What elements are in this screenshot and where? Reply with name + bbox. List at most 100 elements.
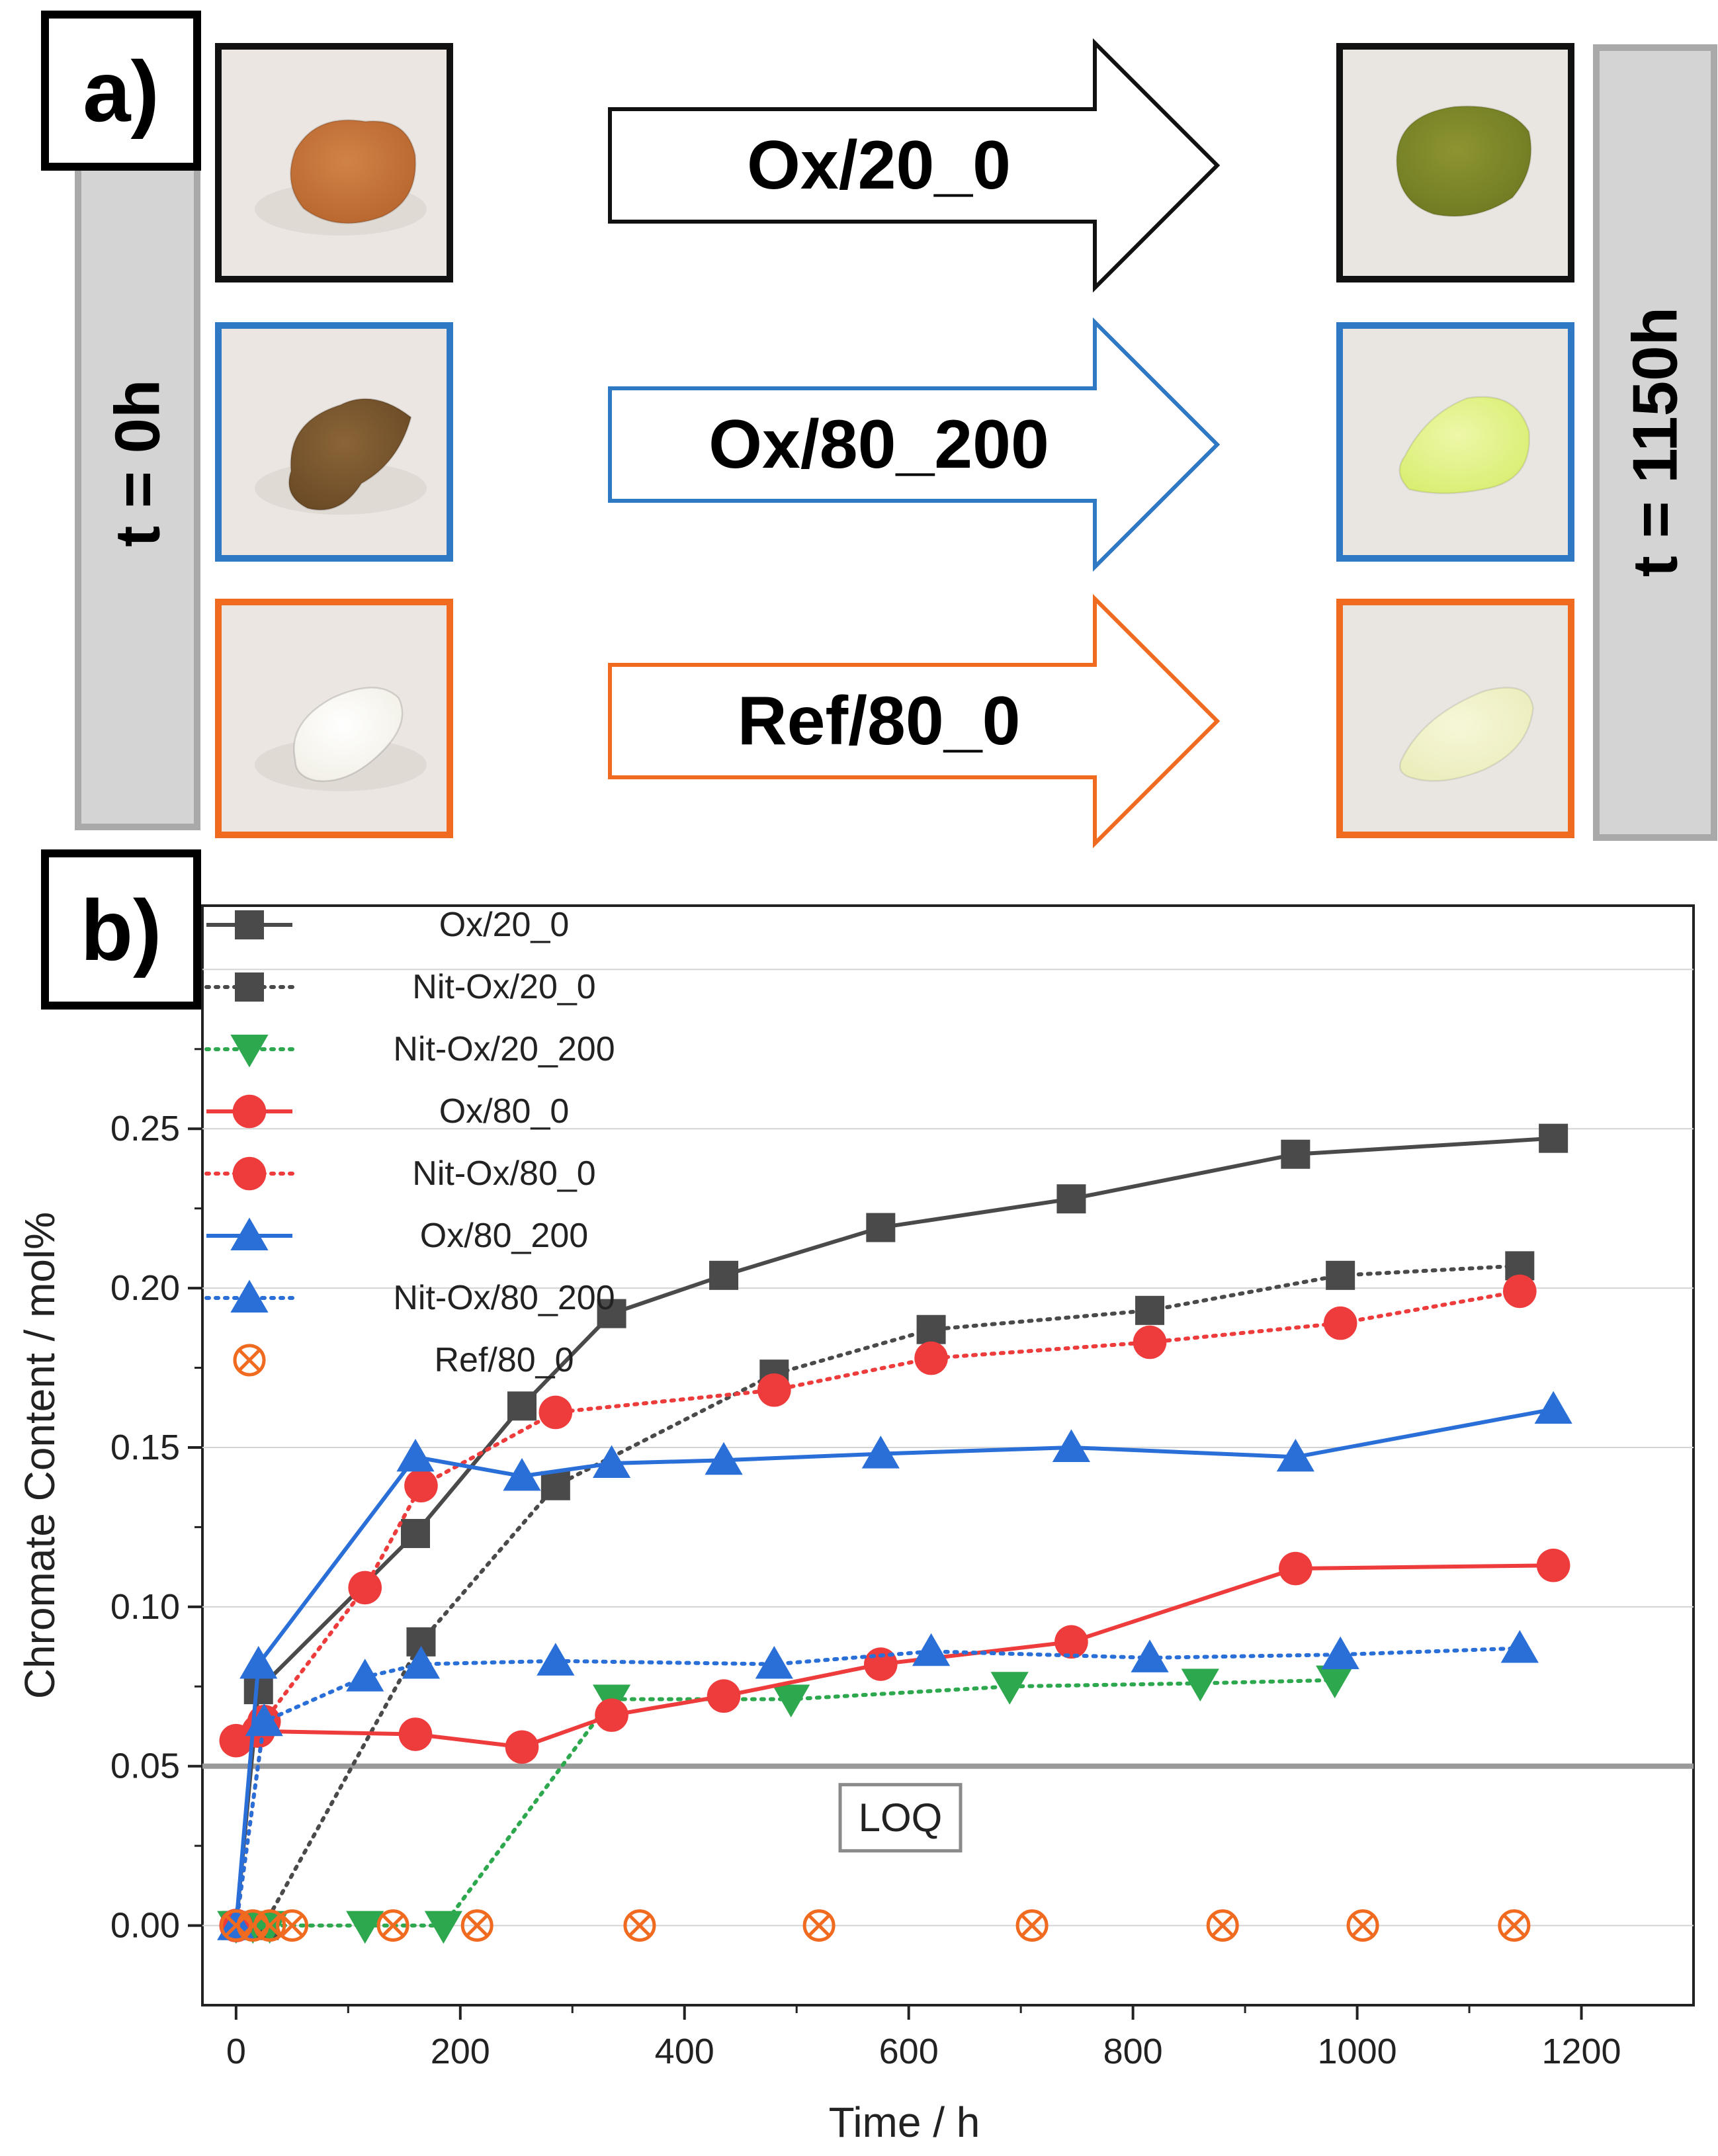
panel-a-label: a) — [83, 43, 159, 140]
data-point-ox-20-0 — [1056, 1184, 1086, 1214]
series-ox-20-0 — [221, 1123, 1568, 1940]
data-point-nit-ox-80-200 — [537, 1643, 575, 1676]
legend-label: Ox/20_0 — [439, 906, 570, 944]
data-point-ref-80-0 — [253, 1909, 286, 1942]
panel-b: LOQ 0.000.050.100.150.200.250.3002004006… — [16, 849, 1695, 2146]
legend-label: Ox/80_0 — [439, 1092, 570, 1131]
data-point-nit-ox-80-200 — [245, 1703, 283, 1737]
after-sample — [1395, 105, 1532, 218]
data-point-ref-80-0 — [1206, 1909, 1239, 1942]
x-tick-label: 0 — [226, 2032, 246, 2071]
arrow-label-ox-80-200: Ox/80_200 — [709, 406, 1049, 483]
data-point-nit-ox-80-200 — [755, 1646, 793, 1679]
y-tick-label: 0.05 — [110, 1746, 180, 1786]
legend-marker — [232, 1094, 267, 1129]
legend-entry-ox-20-0: Ox/20_0 — [206, 906, 569, 944]
loq-label-box — [838, 1783, 963, 1853]
data-point-ox-80-0 — [707, 1679, 741, 1713]
series-line-nit-ox-20-0 — [234, 1264, 1522, 1928]
legend-entry-nit-ox-20-200: Nit-Ox/20_200 — [204, 1030, 615, 1068]
data-point-nit-ox-80-200 — [1131, 1639, 1169, 1672]
series-ref-80-0 — [220, 1909, 1531, 1942]
data-point-ox-20-0 — [1539, 1123, 1568, 1153]
right-time-label: t = 1150h — [1620, 307, 1691, 577]
before-sample — [293, 687, 404, 782]
panel-b-label: b) — [81, 882, 162, 978]
x-tick-label: 400 — [655, 2032, 714, 2071]
series-nit-ox-80-0 — [219, 1274, 1537, 1942]
data-point-ox-80-0 — [1054, 1625, 1088, 1659]
legend-marker — [230, 1035, 269, 1068]
data-point-nit-ox-80-0 — [404, 1469, 438, 1503]
data-point-nit-ox-80-200 — [402, 1646, 441, 1679]
panel-a-label-box — [41, 11, 201, 171]
arrow-label-ox-20-0: Ox/20_0 — [747, 127, 1011, 204]
data-point-nit-ox-20-0 — [916, 1315, 946, 1344]
sample-row-ref-80-0: Ref/80_0 — [215, 593, 1574, 849]
data-point-nit-ox-80-0 — [757, 1373, 791, 1407]
data-point-nit-ox-80-0 — [914, 1341, 948, 1375]
x-tick-label: 200 — [431, 2032, 490, 2071]
legend-entry-nit-ox-20-0: Nit-Ox/20_0 — [204, 968, 596, 1006]
data-point-nit-ox-80-0 — [1133, 1325, 1167, 1359]
data-point-ox-80-200 — [861, 1436, 900, 1469]
x-tick-label: 1200 — [1541, 2032, 1621, 2071]
series-nit-ox-80-200 — [217, 1629, 1539, 1940]
data-point-nit-ox-20-200 — [346, 1911, 384, 1944]
data-point-ox-80-200 — [1052, 1429, 1091, 1462]
data-point-ox-80-0 — [398, 1717, 433, 1751]
data-point-ox-80-200 — [503, 1457, 541, 1491]
after-sample — [1398, 396, 1530, 494]
legend-marker — [230, 1279, 269, 1313]
y-tick-label: 0.20 — [110, 1268, 180, 1308]
process-arrow-ox-80-200 — [608, 317, 1221, 572]
panel-a: t = 0h a) t = 1150h Ox/20_0 Ox/80_200 Ref/… — [41, 11, 1717, 849]
series-line-nit-ox-80-200 — [234, 1646, 1522, 1928]
data-point-ox-80-200 — [396, 1438, 435, 1472]
series-ox-80-0 — [219, 1548, 1570, 1764]
legend-entry-ox-80-0: Ox/80_0 — [206, 1092, 569, 1131]
data-point-nit-ox-80-200 — [346, 1659, 384, 1692]
data-point-nit-ox-80-0 — [538, 1395, 573, 1430]
data-point-ref-80-0 — [276, 1909, 309, 1942]
series-line-nit-ox-20-200 — [234, 1678, 1337, 1928]
x-tick-label: 800 — [1103, 2032, 1163, 2071]
legend-entry-nit-ox-80-0: Nit-Ox/80_0 — [204, 1154, 596, 1193]
series-line-ox-80-0 — [235, 1563, 1554, 1749]
data-point-ox-80-0 — [505, 1730, 539, 1764]
data-point-ox-80-0 — [864, 1647, 898, 1681]
y-axis-title: Chromate Content / mol% — [16, 1212, 64, 1699]
data-point-nit-ox-20-0 — [1135, 1295, 1165, 1325]
left-time-bar — [75, 96, 200, 830]
data-point-nit-ox-20-200 — [772, 1684, 810, 1718]
data-point-ref-80-0 — [802, 1909, 836, 1942]
after-sample — [1399, 687, 1534, 782]
data-point-ox-80-200 — [1276, 1438, 1314, 1472]
data-point-ref-80-0 — [1346, 1909, 1379, 1942]
data-point-ox-20-0 — [709, 1260, 739, 1290]
legend-label: Ox/80_200 — [420, 1217, 588, 1255]
data-point-ox-20-0 — [1281, 1139, 1310, 1169]
right-time-bar — [1593, 44, 1717, 841]
series-line-ox-20-0 — [234, 1136, 1554, 1926]
x-tick-label: 1000 — [1318, 2032, 1397, 2071]
data-point-nit-ox-20-0 — [540, 1471, 570, 1500]
legend-label: Nit-Ox/20_0 — [412, 968, 595, 1006]
panel-b-label-box — [41, 849, 201, 1010]
before-sample — [290, 119, 417, 224]
x-tick-label: 600 — [879, 2032, 939, 2071]
data-point-nit-ox-20-200 — [1316, 1665, 1354, 1699]
process-arrow-ref-80-0 — [608, 593, 1221, 849]
data-point-ref-80-0 — [623, 1909, 656, 1942]
loq-label: LOQ — [859, 1795, 943, 1840]
data-point-ox-80-0 — [595, 1698, 628, 1732]
series-line-ox-80-200 — [234, 1407, 1554, 1926]
data-point-nit-ox-80-200 — [912, 1633, 951, 1666]
sample-row-ox-20-0: Ox/20_0 — [215, 38, 1574, 293]
data-point-ox-80-200 — [1534, 1391, 1572, 1424]
legend-label: Ref/80_0 — [434, 1341, 574, 1379]
data-point-ox-20-0 — [507, 1391, 537, 1421]
legend-marker — [230, 1217, 269, 1250]
data-point-nit-ox-20-0 — [1326, 1260, 1355, 1290]
